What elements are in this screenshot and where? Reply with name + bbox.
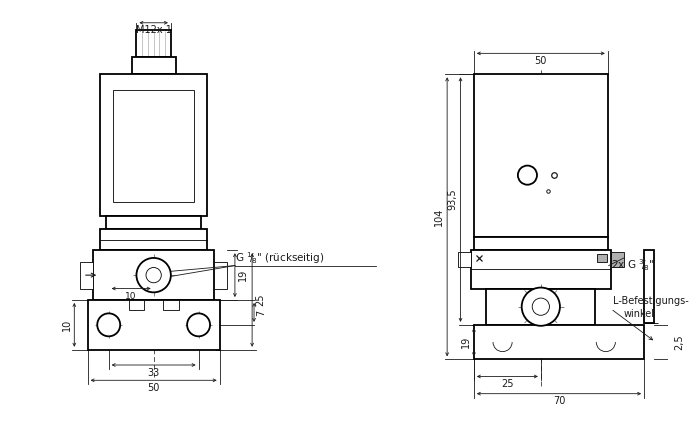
Bar [100,229,207,250]
Bar [94,250,214,300]
Bar [487,288,595,325]
Text: 10: 10 [61,319,72,331]
Text: 70: 70 [553,396,565,406]
Bar [551,75,572,109]
Text: 104: 104 [433,207,443,226]
Bar [88,300,220,350]
Bar [611,252,624,268]
Circle shape [518,166,537,185]
Text: 50: 50 [535,56,547,66]
Text: 7: 7 [257,309,267,316]
Bar [474,237,608,250]
Bar [163,300,179,310]
Bar [597,254,607,262]
Bar [136,30,171,57]
Bar [644,250,653,323]
Bar [214,262,228,288]
Text: M12x 1: M12x 1 [135,26,172,35]
Bar [474,325,644,359]
Text: 19: 19 [461,336,471,348]
Circle shape [187,314,210,336]
Text: 25: 25 [255,294,266,306]
Circle shape [521,288,560,326]
Circle shape [146,268,161,283]
Text: L-Befestigungs-: L-Befestigungs- [613,296,688,306]
Text: 19: 19 [237,269,248,281]
Circle shape [136,258,171,292]
Text: G $^1\!/\!_8$" (rückseitig): G $^1\!/\!_8$" (rückseitig) [235,250,325,265]
Bar [80,262,94,288]
Bar [106,216,202,229]
Text: 2x G $^3\!/\!_8$": 2x G $^3\!/\!_8$" [611,258,654,273]
Bar [132,57,176,75]
Bar [114,90,194,202]
Bar [100,75,207,216]
Bar [471,250,611,288]
Text: 2,5: 2,5 [674,334,685,350]
Bar [458,252,471,268]
Bar [129,300,144,310]
Bar [474,75,608,237]
Circle shape [532,298,549,315]
Text: 10: 10 [126,292,137,301]
Text: winkel: winkel [624,309,655,320]
Text: 50: 50 [147,383,160,393]
Circle shape [97,314,120,336]
Text: 93,5: 93,5 [447,189,457,210]
Text: 33: 33 [147,368,160,377]
Text: 25: 25 [501,379,514,389]
